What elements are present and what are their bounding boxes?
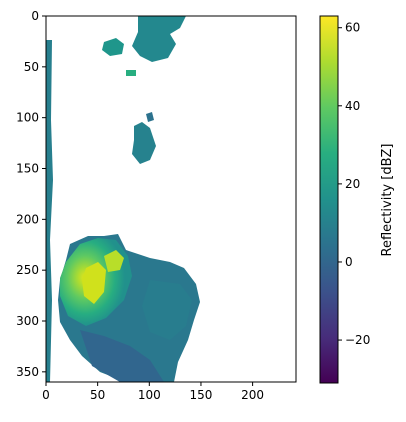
storm-right-region [142, 280, 192, 340]
plot-frame [45, 15, 297, 383]
top-echo [132, 16, 186, 62]
top-echo-left [102, 38, 124, 56]
reflectivity-image [46, 16, 200, 382]
storm-core [82, 262, 106, 304]
colorbar-tick-label: 40 [345, 99, 360, 113]
colorbar-label: Reflectivity [dBZ] [380, 144, 395, 257]
colorbar-tick-label: 20 [345, 177, 360, 191]
colorbar-tick-label: −20 [345, 333, 370, 347]
colorbar-tick-label: 0 [345, 255, 353, 269]
x-tick-label: 200 [241, 388, 264, 402]
mid-echo [132, 122, 156, 164]
x-tick-label: 0 [42, 388, 50, 402]
storm-lower-band [80, 330, 164, 382]
x-tick-label: 100 [138, 388, 161, 402]
x-tick-label: 150 [190, 388, 213, 402]
y-tick-label: 150 [16, 162, 39, 176]
storm-core-upper [104, 250, 124, 272]
y-tick-label: 0 [31, 9, 39, 23]
colorbar-tick-label: 60 [345, 21, 360, 35]
y-tick-label: 250 [16, 263, 39, 277]
y-tick-label: 300 [16, 314, 39, 328]
y-axis: 0 50 100 150 200 250 300 350 [16, 9, 46, 379]
y-tick-label: 50 [24, 60, 39, 74]
x-axis: 0 50 100 150 200 [42, 382, 264, 402]
colorbar [319, 15, 339, 384]
x-tick-label: 50 [90, 388, 105, 402]
top-echo-small [126, 70, 136, 76]
y-tick-label: 200 [16, 212, 39, 226]
left-edge-echo [46, 40, 53, 382]
y-tick-label: 100 [16, 111, 39, 125]
y-tick-label: 350 [16, 365, 39, 379]
mid-echo-small [146, 112, 154, 122]
colorbar-ticks: 60 40 20 0 −20 [338, 21, 370, 347]
